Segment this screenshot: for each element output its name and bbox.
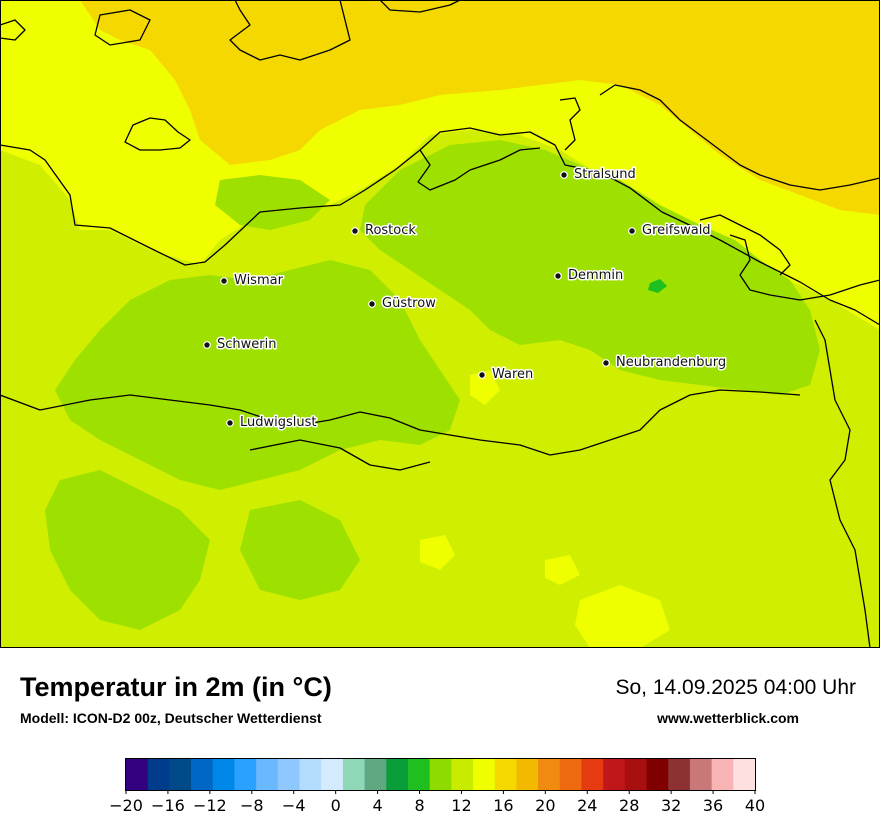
- colorbar-tick-label: 40: [745, 796, 765, 815]
- colorbar-tick-label: 16: [493, 796, 513, 815]
- colorbar-swatch: [603, 759, 626, 790]
- colorbar-swatch: [711, 759, 734, 790]
- valid-datetime: So, 14.09.2025 04:00 Uhr: [615, 676, 856, 699]
- colorbar-swatch: [342, 759, 366, 790]
- city-markers: Stralsund Rostock Greifswald Wismar Demm…: [203, 166, 728, 432]
- green-area-upper: [215, 175, 330, 230]
- colorbar-swatch: [581, 759, 604, 790]
- colorbar-swatch: [473, 759, 496, 790]
- colorbar-tick-label: 4: [373, 796, 383, 815]
- city-dot: [368, 300, 376, 308]
- green-area-east: [360, 140, 820, 395]
- colorbar-swatches: [126, 759, 756, 790]
- city-label: Stralsund: [574, 167, 636, 182]
- colorbar-swatch: [212, 759, 236, 790]
- city-dot: [226, 419, 234, 427]
- colorbar-tick-label: −12: [193, 796, 227, 815]
- warm-spot: [648, 279, 667, 293]
- colorbar-border: [125, 758, 756, 791]
- city-stralsund: Stralsund: [560, 166, 637, 184]
- city-dot: [478, 371, 486, 379]
- city-dot: [602, 359, 610, 367]
- colorbar-tick-label: 8: [414, 796, 424, 815]
- model-subtitle: Modell: ICON-D2 00z, Deutscher Wetterdie…: [20, 710, 322, 726]
- city-ludwigslust: Ludwigslust: [226, 414, 318, 432]
- yellow-patch-2: [575, 585, 670, 648]
- city-label: Waren: [492, 367, 533, 382]
- city-label: Neubrandenburg: [616, 355, 726, 370]
- colorbar-swatch: [516, 759, 539, 790]
- colorbar-swatch: [169, 759, 192, 790]
- colorbar-swatch: [429, 759, 452, 790]
- city-label: Greifswald: [642, 223, 711, 238]
- temperature-map: Stralsund Rostock Greifswald Wismar Demm…: [0, 0, 880, 648]
- website-link[interactable]: www.wetterblick.com: [657, 710, 799, 726]
- colorbar-swatch: [668, 759, 691, 790]
- colorbar-swatch: [646, 759, 669, 790]
- city-dot: [628, 227, 636, 235]
- colorbar-tick-label: 32: [661, 796, 681, 815]
- colorbar-swatch: [559, 759, 583, 790]
- city-dot: [203, 341, 211, 349]
- city-label: Güstrow: [382, 296, 436, 311]
- city-label: Schwerin: [217, 337, 276, 352]
- city-greifswald: Greifswald: [628, 222, 712, 240]
- colorbar-swatch: [321, 759, 344, 790]
- colorbar-tick-label: 36: [703, 796, 723, 815]
- colorbar-swatch: [126, 759, 149, 790]
- colorbar-tick-label: 24: [577, 796, 597, 815]
- colorbar-swatch: [624, 759, 648, 790]
- city-demmin: Demmin: [554, 267, 625, 285]
- colorbar-swatch: [733, 759, 756, 790]
- city-neubrandenburg: Neubrandenburg: [602, 354, 728, 372]
- yellow-patch-3: [420, 535, 455, 570]
- city-rostock: Rostock: [351, 222, 418, 240]
- city-schwerin: Schwerin: [203, 336, 278, 354]
- city-guestrow: Güstrow: [368, 295, 438, 313]
- city-label: Ludwigslust: [240, 415, 317, 430]
- colorbar-tick-label: −4: [282, 796, 306, 815]
- colorbar-tick-label: −20: [109, 796, 143, 815]
- colorbar-tick-label: −16: [151, 796, 185, 815]
- city-waren: Waren: [478, 366, 535, 384]
- colorbar-swatch: [364, 759, 387, 790]
- green-area-mid: [240, 500, 360, 600]
- city-dot: [351, 227, 359, 235]
- colorbar-tick-label: 12: [451, 796, 471, 815]
- yellow-patch-1: [470, 370, 500, 405]
- colorbar-tick-label: 20: [535, 796, 555, 815]
- city-wismar: Wismar: [220, 272, 285, 290]
- green-area-west: [55, 260, 460, 490]
- colorbar-swatch: [689, 759, 713, 790]
- colorbar-swatch: [147, 759, 170, 790]
- colorbar-swatch: [386, 759, 409, 790]
- city-label: Demmin: [568, 268, 623, 283]
- colorbar-swatch: [299, 759, 322, 790]
- city-label: Wismar: [234, 273, 284, 288]
- colorbar-swatch: [277, 759, 301, 790]
- city-label: Rostock: [365, 223, 416, 238]
- city-dot: [554, 272, 562, 280]
- city-dot: [220, 277, 228, 285]
- colorbar-tick-label: 28: [619, 796, 639, 815]
- colorbar-swatch: [538, 759, 561, 790]
- colorbar-swatch: [407, 759, 431, 790]
- yellow-patch-4: [545, 555, 580, 585]
- map-title: Temperatur in 2m (in °C): [20, 672, 332, 702]
- colorbar-tick-label: −8: [240, 796, 264, 815]
- green-area-south: [45, 470, 210, 630]
- colorbar-swatch: [451, 759, 474, 790]
- colorbar-swatch: [494, 759, 518, 790]
- colorbar-ticks: −20 −16 −12 −8 −4 0 4 8 12 16 20 24 28 32 36 40: [109, 790, 765, 815]
- colorbar-swatch: [191, 759, 214, 790]
- colorbar-tick-label: 0: [331, 796, 341, 815]
- warm-sea-area-west: [100, 0, 250, 40]
- colorbar-swatch: [234, 759, 257, 790]
- coastlines: [0, 0, 880, 648]
- warm-sea-area: [80, 0, 880, 215]
- city-dot: [560, 171, 568, 179]
- temperature-colorbar: −20 −16 −12 −8 −4 0 4 8 12 16 20 24 28 32 36 40: [109, 758, 765, 815]
- colorbar-swatch: [256, 759, 279, 790]
